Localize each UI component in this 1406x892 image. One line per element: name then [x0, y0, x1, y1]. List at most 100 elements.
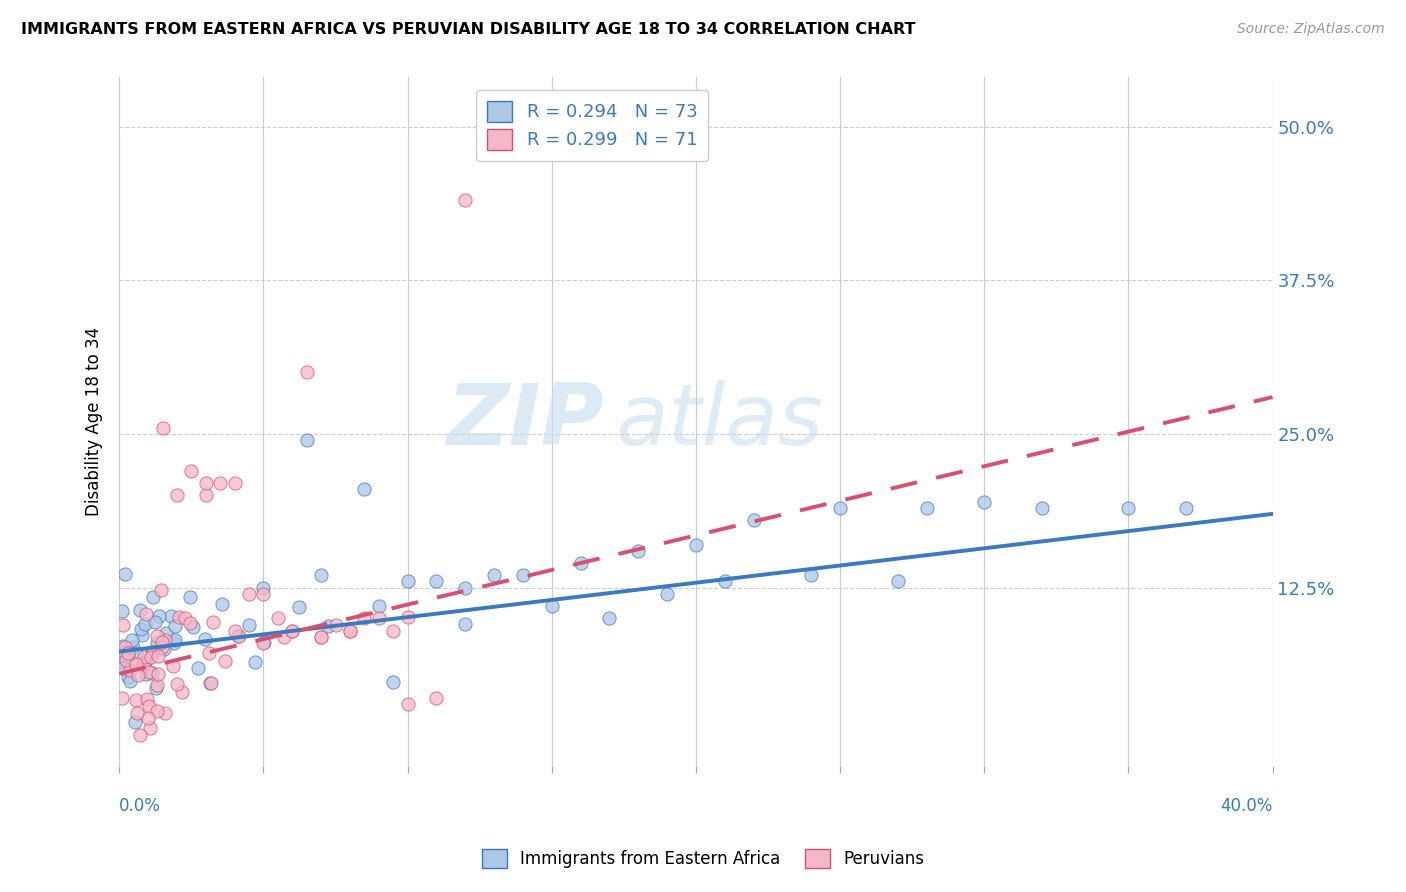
Point: [150, 640, 173, 654]
Point: [117, 646, 139, 660]
Point: [163, 632, 186, 647]
Point: [318, 618, 340, 632]
Point: [214, 654, 236, 668]
Point: [117, 670, 139, 684]
Point: [114, 653, 136, 667]
Point: [122, 640, 145, 655]
Point: [973, 494, 995, 508]
Point: [142, 590, 165, 604]
Point: [167, 610, 190, 624]
Point: [226, 629, 249, 643]
Point: [1118, 500, 1140, 515]
Point: [136, 711, 159, 725]
Point: [112, 640, 135, 654]
Point: [281, 624, 304, 638]
Point: [139, 721, 162, 735]
Point: [886, 574, 908, 589]
Point: [179, 590, 201, 604]
Point: [194, 488, 217, 502]
Point: [267, 611, 290, 625]
Point: [124, 714, 146, 729]
Point: [125, 693, 148, 707]
Point: [141, 666, 163, 681]
Point: [111, 648, 134, 662]
Point: [828, 500, 851, 515]
Point: [166, 677, 188, 691]
Legend: Immigrants from Eastern Africa, Peruvians: Immigrants from Eastern Africa, Peruvian…: [475, 842, 931, 875]
Point: [135, 667, 157, 681]
Point: [180, 464, 202, 478]
Legend: R = 0.294   N = 73, R = 0.299   N = 71: R = 0.294 N = 73, R = 0.299 N = 71: [477, 90, 709, 161]
Point: [194, 476, 217, 491]
Point: [569, 556, 592, 570]
Point: [353, 483, 375, 497]
Point: [288, 600, 311, 615]
Point: [153, 642, 176, 657]
Point: [134, 655, 156, 669]
Point: [152, 421, 174, 435]
Point: [174, 611, 197, 625]
Point: [238, 617, 260, 632]
Point: [540, 599, 562, 613]
Point: [224, 624, 246, 638]
Point: [139, 649, 162, 664]
Point: [252, 587, 274, 601]
Point: [309, 630, 332, 644]
Y-axis label: Disability Age 18 to 34: Disability Age 18 to 34: [86, 327, 103, 516]
Point: [454, 581, 477, 595]
Point: [382, 624, 405, 638]
Point: [112, 661, 135, 675]
Point: [598, 611, 620, 625]
Point: [155, 626, 177, 640]
Point: [228, 629, 250, 643]
Point: [685, 538, 707, 552]
Text: IMMIGRANTS FROM EASTERN AFRICA VS PERUVIAN DISABILITY AGE 18 TO 34 CORRELATION C: IMMIGRANTS FROM EASTERN AFRICA VS PERUVI…: [21, 22, 915, 37]
Point: [134, 650, 156, 665]
Point: [120, 674, 142, 689]
Point: [125, 706, 148, 720]
Point: [339, 624, 361, 638]
Point: [245, 655, 267, 669]
Point: [135, 607, 157, 622]
Point: [396, 698, 419, 712]
Point: [295, 366, 318, 380]
Point: [915, 500, 938, 515]
Point: [1031, 500, 1053, 515]
Point: [125, 646, 148, 660]
Point: [132, 657, 155, 671]
Point: [141, 646, 163, 660]
Point: [194, 632, 217, 647]
Point: [131, 627, 153, 641]
Point: [117, 649, 139, 664]
Point: [183, 620, 205, 634]
Point: [125, 657, 148, 671]
Point: [134, 616, 156, 631]
Point: [145, 681, 167, 695]
Point: [396, 574, 419, 589]
Point: [129, 603, 152, 617]
Point: [295, 433, 318, 447]
Point: [127, 668, 149, 682]
Point: [309, 630, 332, 644]
Text: 40.0%: 40.0%: [1220, 797, 1272, 814]
Point: [309, 568, 332, 582]
Text: ZIP: ZIP: [446, 380, 603, 463]
Point: [396, 610, 419, 624]
Point: [202, 615, 225, 630]
Text: Source: ZipAtlas.com: Source: ZipAtlas.com: [1237, 22, 1385, 37]
Point: [143, 615, 166, 629]
Point: [425, 691, 447, 706]
Point: [111, 690, 134, 705]
Point: [367, 611, 389, 625]
Point: [118, 663, 141, 677]
Point: [114, 566, 136, 581]
Point: [209, 476, 232, 491]
Point: [800, 568, 823, 582]
Point: [273, 630, 295, 644]
Point: [367, 599, 389, 613]
Point: [166, 488, 188, 502]
Point: [111, 655, 134, 669]
Point: [135, 691, 157, 706]
Point: [162, 659, 184, 673]
Point: [112, 618, 135, 632]
